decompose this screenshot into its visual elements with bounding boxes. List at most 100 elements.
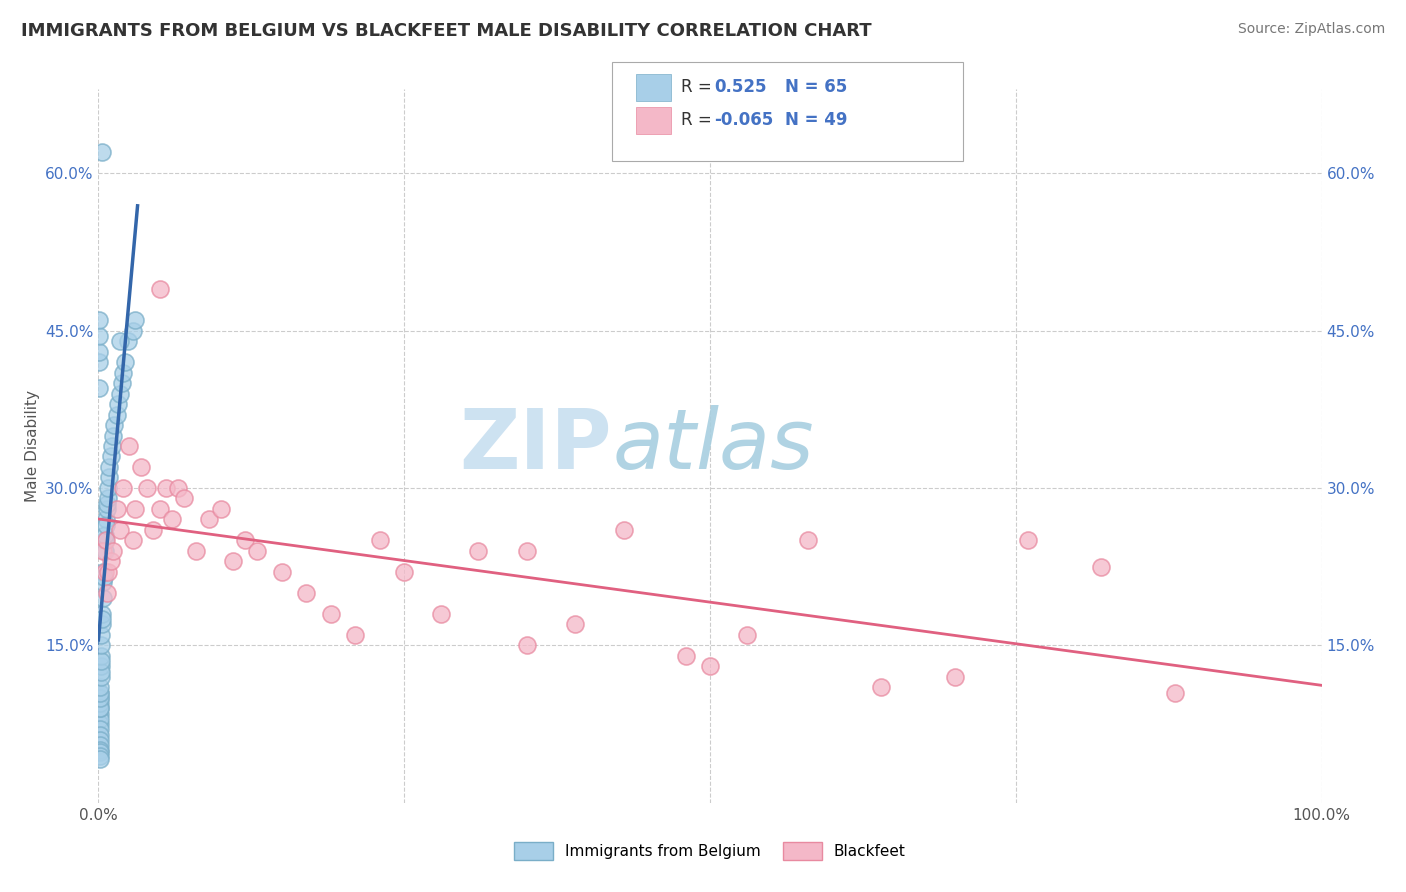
Point <box>89 328 111 343</box>
Point <box>121 324 143 338</box>
Point <box>149 502 172 516</box>
Text: atlas: atlas <box>612 406 814 486</box>
Point <box>91 617 114 632</box>
Point <box>101 544 124 558</box>
Text: R =: R = <box>681 78 717 95</box>
Point <box>870 681 893 695</box>
Point <box>699 659 721 673</box>
Point <box>103 417 125 432</box>
Point <box>121 533 143 548</box>
Point <box>89 746 111 760</box>
Point <box>111 366 134 380</box>
Point <box>124 502 146 516</box>
Point <box>270 565 294 579</box>
Point <box>89 690 111 705</box>
Text: R =: R = <box>681 111 717 128</box>
Point <box>118 439 141 453</box>
Point <box>90 665 112 679</box>
Point <box>735 628 758 642</box>
Point <box>515 544 537 558</box>
Point <box>89 712 111 726</box>
Point <box>91 575 114 590</box>
Point <box>319 607 342 621</box>
Point <box>91 591 114 606</box>
Point <box>89 728 111 742</box>
Point <box>89 732 111 747</box>
Point <box>97 481 120 495</box>
Point <box>89 743 111 757</box>
Point <box>98 460 121 475</box>
Point <box>94 512 117 526</box>
Point <box>96 586 118 600</box>
Point <box>149 282 172 296</box>
Point <box>368 533 391 548</box>
Point <box>111 376 134 390</box>
Point <box>89 313 111 327</box>
Point <box>110 523 132 537</box>
Point <box>100 554 122 568</box>
Point <box>101 428 124 442</box>
Point <box>90 639 112 653</box>
Point <box>295 586 318 600</box>
Point <box>91 544 114 558</box>
Point <box>101 439 124 453</box>
Point <box>1164 685 1187 699</box>
Point <box>89 738 111 752</box>
Text: N = 49: N = 49 <box>785 111 846 128</box>
Point <box>94 528 117 542</box>
Point <box>89 344 111 359</box>
Point <box>155 481 177 495</box>
Point <box>110 386 132 401</box>
Point <box>89 706 111 721</box>
Point <box>107 397 129 411</box>
Point <box>91 612 114 626</box>
Point <box>91 565 114 579</box>
Point <box>1017 533 1039 548</box>
Point <box>89 685 111 699</box>
Point <box>233 533 256 548</box>
Point <box>91 145 114 160</box>
Text: Source: ZipAtlas.com: Source: ZipAtlas.com <box>1237 22 1385 37</box>
Point <box>93 565 115 579</box>
Point <box>136 481 159 495</box>
Point <box>129 460 152 475</box>
Point <box>613 523 636 537</box>
Text: ZIP: ZIP <box>460 406 612 486</box>
Legend: Immigrants from Belgium, Blackfeet: Immigrants from Belgium, Blackfeet <box>508 836 912 866</box>
Point <box>100 450 122 464</box>
Point <box>90 670 112 684</box>
Point <box>467 544 489 558</box>
Point <box>87 381 110 395</box>
Point <box>89 355 111 369</box>
Point <box>110 334 132 348</box>
Point <box>943 670 966 684</box>
Point <box>90 659 112 673</box>
Point <box>89 685 111 699</box>
Point <box>197 512 219 526</box>
Point <box>93 544 115 558</box>
Point <box>515 639 537 653</box>
Point <box>93 533 115 548</box>
Y-axis label: Male Disability: Male Disability <box>24 390 39 502</box>
Point <box>89 701 111 715</box>
Point <box>105 502 128 516</box>
Point <box>105 408 128 422</box>
Point <box>1090 559 1112 574</box>
Point <box>97 491 120 506</box>
Point <box>124 313 146 327</box>
Point <box>186 544 208 558</box>
Point <box>91 607 114 621</box>
Point <box>93 570 115 584</box>
Point <box>97 565 120 579</box>
Point <box>167 481 190 495</box>
Point <box>797 533 820 548</box>
Point <box>89 690 111 705</box>
Point <box>564 617 586 632</box>
Point <box>96 502 118 516</box>
Point <box>392 565 416 579</box>
Point <box>114 355 136 369</box>
Point <box>142 523 165 537</box>
Point <box>90 648 112 663</box>
Point <box>89 696 111 710</box>
Point <box>89 752 111 766</box>
